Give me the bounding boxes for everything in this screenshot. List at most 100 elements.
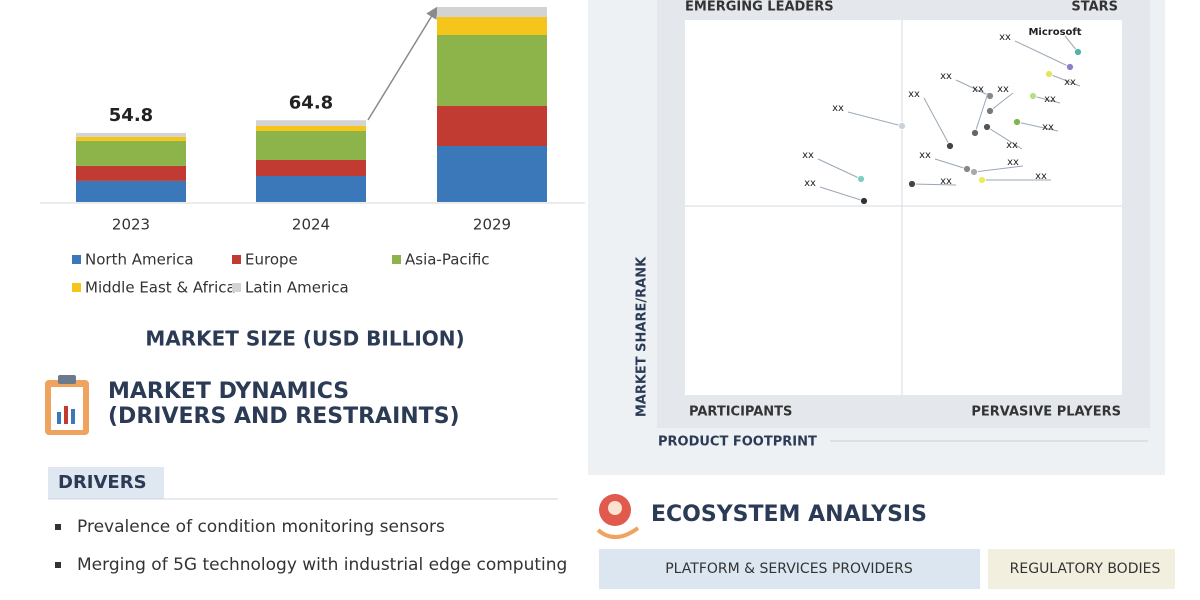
company-label: xx	[999, 32, 1011, 43]
ecosystem-category: REGULATORY BODIES	[1010, 561, 1161, 577]
company-label: xx	[804, 178, 816, 189]
legend-label: North America	[85, 251, 194, 269]
quadrant-label: PERVASIVE PLAYERS	[971, 405, 1121, 420]
total-label: 64.8	[289, 92, 333, 113]
driver-item: Prevalence of condition monitoring senso…	[77, 517, 445, 537]
drivers-heading-bg	[48, 467, 164, 499]
company-dot	[978, 176, 986, 184]
company-label: xx	[908, 89, 920, 100]
x-tick-label: 2023	[112, 216, 150, 234]
company-dot	[898, 122, 906, 130]
leader-line	[1048, 73, 1081, 87]
ecosystem-box	[988, 549, 1175, 589]
company-label: xx	[940, 71, 952, 82]
bar-segment	[256, 176, 366, 202]
bar-segment	[76, 132, 186, 137]
legend-swatch	[392, 255, 401, 264]
bar-segment	[437, 145, 547, 202]
quadrant-label: PARTICIPANTS	[689, 405, 792, 420]
company-dot	[970, 168, 978, 176]
leader-line	[974, 92, 989, 134]
bar-segment	[76, 180, 186, 202]
company-label: xx	[940, 176, 952, 187]
company-dot	[946, 142, 954, 150]
legend-label: Europe	[245, 251, 298, 269]
company-label: xx	[1006, 140, 1018, 151]
x-tick-label: 2024	[292, 216, 330, 234]
company-label: xx	[1064, 77, 1076, 88]
legend-swatch	[232, 283, 241, 292]
company-dot	[986, 107, 994, 115]
bar-segment	[256, 130, 366, 160]
company-label: xx	[802, 150, 814, 161]
quadrant-label: EMERGING LEADERS	[685, 0, 834, 15]
bar-segment	[437, 16, 547, 36]
company-label: xx	[1035, 171, 1047, 182]
axis-title: PRODUCT FOOTPRINT	[658, 435, 817, 450]
leader-line	[817, 158, 862, 180]
company-dot	[963, 165, 971, 173]
bar-segment	[437, 35, 547, 107]
bar-segment	[256, 159, 366, 177]
growth-arrow	[367, 6, 438, 121]
legend-label: Latin America	[245, 279, 349, 297]
leader-line	[1016, 121, 1059, 132]
company-label: xx	[1044, 94, 1056, 105]
total-label: 54.8	[109, 105, 153, 126]
section-title: (DRIVERS AND RESTRAINTS)	[108, 404, 460, 429]
leader-line	[973, 165, 1024, 173]
leader-line	[819, 186, 865, 202]
legend-label: Middle East & Africa	[85, 279, 236, 297]
dynamics-icon	[45, 375, 89, 435]
company-dot	[1013, 118, 1021, 126]
legend-swatch	[232, 255, 241, 264]
section-title: ECOSYSTEM ANALYSIS	[651, 502, 927, 527]
bar-segment	[76, 140, 186, 166]
bar-segment	[437, 7, 547, 17]
quadrant-label: STARS	[1071, 0, 1118, 15]
company-label: xx	[832, 103, 844, 114]
leader-line	[1014, 40, 1071, 68]
leader-line	[989, 92, 1014, 112]
leader-line	[986, 126, 1023, 150]
company-label: xx	[1042, 122, 1054, 133]
leader-line	[847, 111, 903, 127]
bullet	[55, 524, 61, 530]
leader-line	[923, 97, 951, 147]
axis-title: MARKET SHARE/RANK	[635, 256, 650, 417]
bar-segment	[76, 165, 186, 181]
company-dot	[1074, 48, 1082, 56]
legend-swatch	[72, 255, 81, 264]
x-tick-label: 2029	[473, 216, 511, 234]
ecosystem-icon	[596, 494, 640, 539]
legend-label: Asia-Pacific	[405, 251, 490, 269]
bar-segment	[76, 136, 186, 141]
quadrant-plot	[685, 20, 1122, 395]
bar-segment	[437, 106, 547, 146]
company-dot	[857, 175, 865, 183]
company-dot	[1066, 63, 1074, 71]
legend-swatch	[72, 283, 81, 292]
leader-line	[1032, 95, 1061, 104]
bar-segment	[256, 120, 366, 126]
company-label: Microsoft	[1028, 27, 1081, 38]
driver-item: Merging of 5G technology with industrial…	[77, 555, 567, 575]
company-label: xx	[972, 84, 984, 95]
bar-segment	[256, 125, 366, 131]
ecosystem-box	[599, 549, 980, 589]
leader-line	[955, 79, 991, 97]
section-title: MARKET DYNAMICS	[108, 379, 349, 404]
ecosystem-category: PLATFORM & SERVICES PROVIDERS	[665, 561, 913, 577]
leader-line	[934, 158, 968, 170]
company-dot	[971, 129, 979, 137]
company-dot	[860, 197, 868, 205]
company-label: xx	[997, 84, 1009, 95]
leader-line	[911, 183, 957, 186]
company-label: xx	[919, 150, 931, 161]
company-dot	[1029, 92, 1037, 100]
drivers-heading: DRIVERS	[58, 472, 147, 493]
company-dot	[908, 180, 916, 188]
company-dot	[1045, 70, 1053, 78]
